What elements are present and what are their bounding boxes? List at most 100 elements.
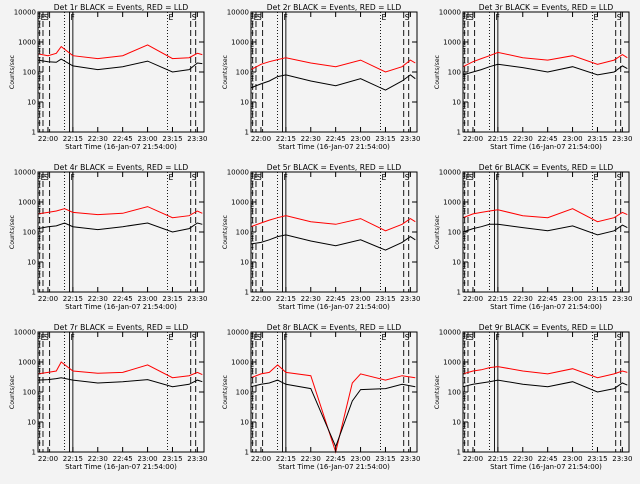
y-tick-label: 100 xyxy=(23,229,36,237)
y-tick-label: 10000 xyxy=(439,329,461,337)
series-line-events xyxy=(462,63,628,76)
x-tick-label: 22:30 xyxy=(88,295,108,303)
y-tick-label: 1000 xyxy=(18,199,36,207)
y-tick-label: 1000 xyxy=(231,199,249,207)
x-tick-label: 23:15 xyxy=(162,135,182,143)
x-tick-label: 23:15 xyxy=(587,455,607,463)
series-line-lld xyxy=(462,208,628,223)
y-tick-label: 1 xyxy=(245,289,249,297)
event-marker-label: S xyxy=(192,333,197,342)
plot-frame xyxy=(37,331,205,453)
y-tick-label: 1000 xyxy=(231,39,249,47)
chart-title: Det 4r BLACK = Events, RED = LLD xyxy=(54,163,189,172)
plot-frame xyxy=(37,171,205,293)
y-tick-label: 10000 xyxy=(14,329,36,337)
y-tick-label: 100 xyxy=(23,69,36,77)
x-tick-label: 23:15 xyxy=(587,295,607,303)
x-tick-label: 23:15 xyxy=(375,135,395,143)
x-tick-label: 23:15 xyxy=(162,455,182,463)
detector-chart-1: Det 1r BLACK = Events, RED = LLDESFES110… xyxy=(9,3,207,151)
y-axis-label: Counts/sec xyxy=(222,374,229,409)
event-marker-label: S xyxy=(257,173,262,182)
x-tick-label: 23:30 xyxy=(187,295,207,303)
x-tick-label: 22:30 xyxy=(513,455,533,463)
x-axis-label: Start Time (16-Jan-07 21:54:00) xyxy=(490,303,602,311)
plot-frame xyxy=(250,11,418,133)
series-line-events xyxy=(37,58,203,73)
series-line-events xyxy=(462,379,628,393)
event-marker-label: E xyxy=(593,333,598,342)
y-axis-label: Counts/sec xyxy=(434,374,441,409)
event-marker-label: S xyxy=(257,333,262,342)
y-tick-label: 1 xyxy=(457,289,461,297)
x-tick-label: 23:30 xyxy=(612,295,632,303)
event-marker-label: S xyxy=(469,13,474,22)
chart-title: Det 7r BLACK = Events, RED = LLD xyxy=(54,323,189,332)
event-marker-label: E xyxy=(593,173,598,182)
event-marker-label: S xyxy=(617,333,622,342)
event-marker-label: S xyxy=(44,173,49,182)
x-axis-label: Start Time (16-Jan-07 21:54:00) xyxy=(65,143,177,151)
x-tick-label: 22:00 xyxy=(251,455,271,463)
x-tick-label: 23:00 xyxy=(350,135,370,143)
chart-title: Det 6r BLACK = Events, RED = LLD xyxy=(479,163,614,172)
event-marker-label: E xyxy=(593,13,598,22)
y-tick-label: 100 xyxy=(448,69,461,77)
series-line-lld xyxy=(250,215,416,232)
chart-title: Det 9r BLACK = Events, RED = LLD xyxy=(479,323,614,332)
y-tick-label: 1000 xyxy=(231,359,249,367)
y-tick-label: 10000 xyxy=(14,169,36,177)
x-tick-label: 22:15 xyxy=(63,295,83,303)
x-tick-label: 22:45 xyxy=(538,135,558,143)
y-tick-label: 10000 xyxy=(227,9,249,17)
x-tick-label: 22:00 xyxy=(463,455,483,463)
x-tick-label: 23:00 xyxy=(137,455,157,463)
x-tick-label: 22:45 xyxy=(538,295,558,303)
series-line-events xyxy=(250,74,416,91)
y-tick-label: 10 xyxy=(27,259,36,267)
series-line-lld xyxy=(37,206,203,219)
y-tick-label: 100 xyxy=(23,389,36,397)
x-tick-label: 22:30 xyxy=(88,455,108,463)
y-axis-label: Counts/sec xyxy=(9,374,16,409)
x-axis-label: Start Time (16-Jan-07 21:54:00) xyxy=(65,303,177,311)
series-line-lld xyxy=(250,364,416,454)
x-tick-label: 22:30 xyxy=(513,295,533,303)
y-tick-label: 100 xyxy=(236,229,249,237)
x-tick-label: 23:00 xyxy=(562,135,582,143)
chart-title: Det 8r BLACK = Events, RED = LLD xyxy=(267,323,402,332)
x-axis-label: Start Time (16-Jan-07 21:54:00) xyxy=(278,463,390,471)
y-tick-label: 100 xyxy=(448,389,461,397)
plot-frame xyxy=(37,11,205,133)
detector-chart-2: Det 2r BLACK = Events, RED = LLDESFES110… xyxy=(222,3,420,151)
y-axis-label: Counts/sec xyxy=(9,54,16,89)
y-axis-label: Counts/sec xyxy=(9,214,16,249)
x-tick-label: 22:15 xyxy=(63,455,83,463)
y-tick-label: 1 xyxy=(457,449,461,457)
y-tick-label: 10 xyxy=(240,419,249,427)
plot-frame xyxy=(462,171,630,293)
event-marker-label: S xyxy=(44,333,49,342)
plot-frame xyxy=(462,331,630,453)
x-tick-label: 22:45 xyxy=(113,295,133,303)
x-tick-label: 22:30 xyxy=(301,295,321,303)
x-tick-label: 22:15 xyxy=(488,455,508,463)
detector-chart-4: Det 4r BLACK = Events, RED = LLDESFES110… xyxy=(9,163,207,311)
x-tick-label: 22:45 xyxy=(113,135,133,143)
x-tick-label: 23:00 xyxy=(350,295,370,303)
y-tick-label: 1000 xyxy=(443,199,461,207)
y-tick-label: 1 xyxy=(457,129,461,137)
x-tick-label: 23:30 xyxy=(400,295,420,303)
x-tick-label: 22:00 xyxy=(251,295,271,303)
x-tick-label: 23:15 xyxy=(375,295,395,303)
detector-chart-7: Det 7r BLACK = Events, RED = LLDESFES110… xyxy=(9,323,207,471)
series-line-events xyxy=(462,223,628,236)
series-line-lld xyxy=(462,366,628,379)
x-axis-label: Start Time (16-Jan-07 21:54:00) xyxy=(65,463,177,471)
x-tick-label: 22:15 xyxy=(63,135,83,143)
event-marker-label: S xyxy=(405,13,410,22)
y-tick-label: 10000 xyxy=(227,329,249,337)
event-marker-label: S xyxy=(617,173,622,182)
x-tick-label: 23:00 xyxy=(137,295,157,303)
y-tick-label: 10000 xyxy=(227,169,249,177)
